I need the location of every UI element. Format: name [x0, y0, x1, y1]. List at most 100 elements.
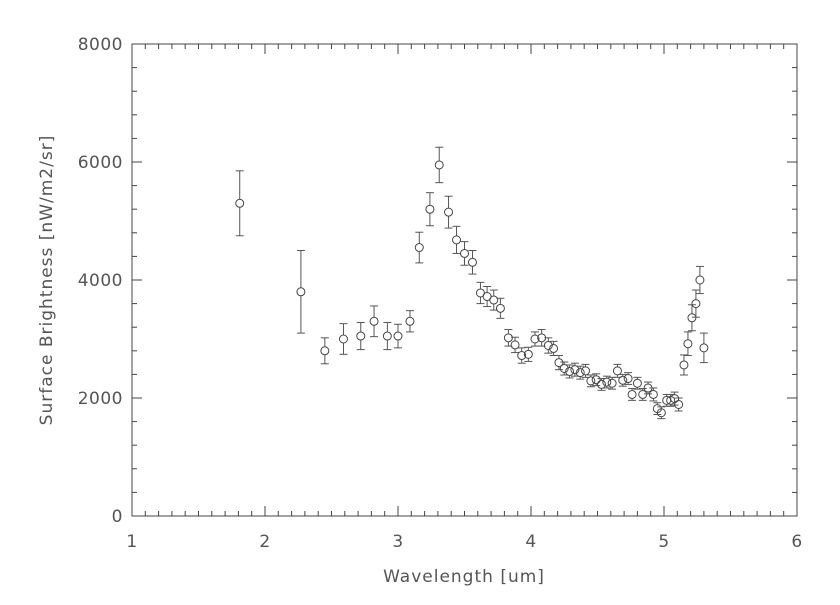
data-point	[320, 337, 330, 365]
point-marker	[679, 360, 689, 370]
data-point	[523, 346, 533, 362]
point-marker	[632, 378, 642, 388]
data-point	[296, 250, 306, 334]
x-tick-label: 2	[259, 532, 270, 552]
data-point	[648, 387, 658, 402]
y-tick-label: 4000	[78, 271, 123, 291]
data-point	[565, 364, 575, 379]
data-point	[575, 365, 585, 380]
data-point	[687, 304, 697, 332]
x-tick-labels: 1 2 3 4 5 6	[126, 532, 802, 552]
data-point	[369, 305, 379, 338]
x-tick-label: 3	[392, 532, 403, 552]
axis-ticks	[131, 43, 798, 517]
data-point	[627, 388, 637, 401]
y-tick-label: 8000	[78, 35, 123, 55]
data-point	[405, 310, 415, 333]
data-point	[549, 340, 559, 357]
point-marker	[530, 334, 540, 344]
point-marker	[338, 334, 348, 344]
point-marker	[570, 365, 580, 375]
point-marker	[687, 313, 697, 323]
point-marker	[586, 376, 596, 386]
point-marker	[414, 243, 424, 253]
point-marker	[581, 366, 591, 376]
point-marker	[607, 378, 617, 388]
data-point	[570, 362, 580, 377]
data-point	[444, 195, 454, 229]
point-marker	[517, 351, 527, 361]
data-point	[602, 375, 612, 389]
data-point	[554, 355, 564, 371]
point-marker	[565, 366, 575, 376]
data-point	[559, 361, 569, 376]
data-point	[530, 331, 540, 347]
point-marker	[674, 399, 684, 409]
data-point	[393, 323, 403, 349]
data-point	[414, 231, 424, 264]
data-point	[586, 374, 596, 388]
point-marker	[393, 331, 403, 341]
y-tick-labels: 0 2000 4000 6000 8000	[78, 35, 123, 527]
point-marker	[320, 346, 330, 356]
data-point	[618, 373, 628, 387]
data-point	[543, 337, 553, 354]
point-marker	[235, 198, 245, 208]
data-point	[510, 336, 520, 354]
y-axis-title: Surface Brightness [nW/m2/sr]	[37, 135, 57, 426]
point-marker	[554, 358, 564, 368]
point-marker	[495, 303, 505, 313]
data-point	[632, 376, 642, 390]
data-point	[623, 372, 633, 385]
point-marker	[369, 316, 379, 326]
data-point	[699, 332, 709, 364]
point-marker	[691, 299, 701, 309]
data-point	[612, 363, 622, 378]
y-tick-label: 0	[112, 507, 123, 527]
y-tick-label: 6000	[78, 153, 123, 173]
data-point	[656, 406, 666, 420]
point-marker	[503, 333, 513, 343]
data-point	[683, 331, 693, 357]
point-marker	[356, 331, 366, 341]
point-marker	[575, 368, 585, 378]
point-marker	[623, 374, 633, 384]
point-marker	[591, 375, 601, 385]
plot-frame	[131, 43, 798, 517]
x-tick-label: 5	[658, 532, 669, 552]
data-point	[382, 321, 392, 351]
data-point	[596, 378, 606, 391]
point-marker	[510, 340, 520, 350]
data-point	[475, 281, 485, 305]
data-point	[460, 241, 469, 266]
data-point	[591, 373, 601, 387]
point-marker	[434, 160, 444, 170]
data-point	[425, 192, 435, 227]
point-marker	[627, 389, 637, 399]
data-point	[356, 321, 366, 351]
point-marker	[425, 204, 435, 214]
x-axis-title: Wavelength [um]	[383, 567, 545, 587]
data-point	[517, 347, 527, 364]
data-point	[691, 289, 701, 318]
point-marker	[695, 275, 705, 285]
data-points	[235, 146, 709, 420]
data-point	[467, 250, 477, 275]
point-marker	[638, 389, 648, 399]
point-marker	[467, 257, 477, 267]
y-tick-label: 2000	[78, 389, 123, 409]
data-point	[674, 397, 684, 412]
point-marker	[618, 375, 628, 385]
point-marker	[612, 366, 622, 376]
data-point	[338, 323, 348, 355]
x-tick-label: 4	[525, 532, 536, 552]
data-point	[638, 388, 648, 401]
x-tick-label: 6	[791, 532, 802, 552]
data-point	[495, 297, 505, 319]
point-marker	[683, 339, 693, 349]
point-marker	[596, 379, 606, 389]
data-point	[434, 146, 444, 184]
point-marker	[666, 395, 676, 405]
